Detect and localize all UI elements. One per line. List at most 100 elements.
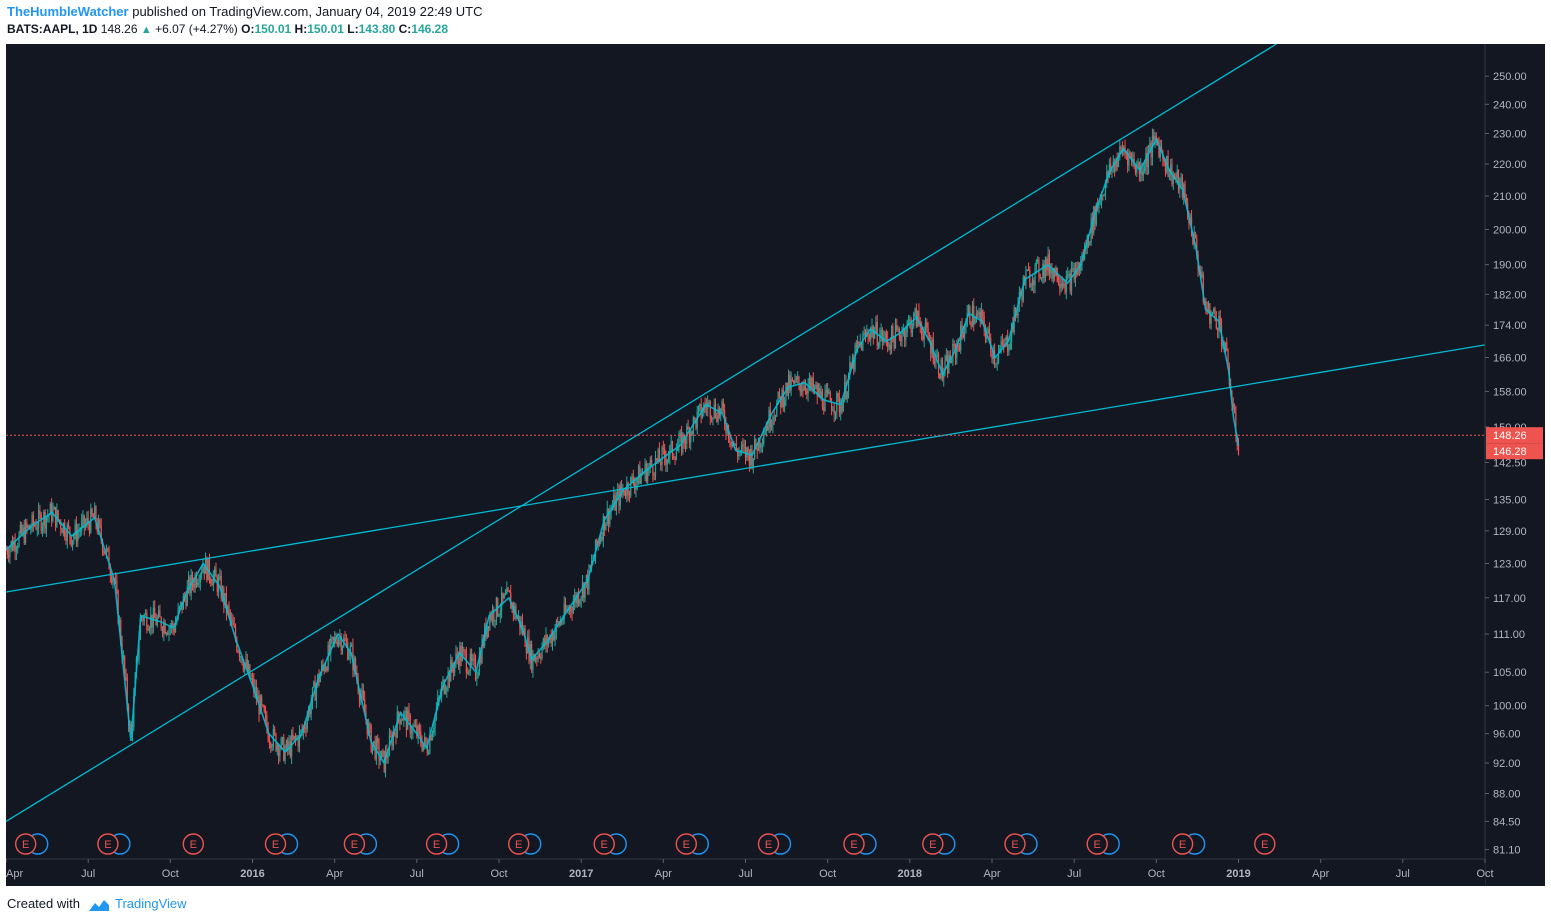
candle-body <box>141 616 143 618</box>
candle-body <box>738 451 740 456</box>
candle-body <box>1115 159 1117 171</box>
candle-body <box>506 588 508 595</box>
candle-body <box>232 619 234 626</box>
candle-body <box>261 696 263 705</box>
candle-body <box>391 735 393 747</box>
candle-body <box>237 650 239 653</box>
candle-body <box>930 340 932 354</box>
earnings-marker-label: E <box>515 839 522 851</box>
candle-body <box>791 379 794 381</box>
candle-body <box>193 583 195 588</box>
candle-body <box>499 610 501 616</box>
candle-body <box>773 417 775 419</box>
earnings-marker-label: E <box>1094 839 1101 851</box>
candle-body <box>1021 294 1023 301</box>
y-tick-label: 230.00 <box>1493 129 1527 141</box>
candle-body <box>887 338 889 347</box>
candle-body <box>203 566 205 574</box>
earnings-marker-label: E <box>850 839 857 851</box>
tradingview-link[interactable]: TradingView <box>115 896 187 911</box>
candle-body <box>1154 136 1156 140</box>
candle-body <box>532 654 534 671</box>
candle-body <box>1136 166 1138 173</box>
candle-body <box>369 723 371 726</box>
candle-body <box>448 671 451 682</box>
candle-body <box>640 473 642 484</box>
candle-body <box>443 679 445 694</box>
candle-body <box>1201 274 1203 277</box>
y-tick-label: 111.00 <box>1493 629 1525 641</box>
candle-body <box>764 432 766 436</box>
candle-body <box>1040 277 1043 279</box>
candle-body <box>263 705 265 713</box>
candle-body <box>430 735 432 740</box>
candle-body <box>111 575 113 583</box>
candle-body <box>374 741 376 760</box>
candle-body <box>584 582 586 598</box>
symbol-label[interactable]: BATS:AAPL, 1D <box>7 22 98 36</box>
candle-body <box>219 575 221 579</box>
candle-body <box>94 506 96 518</box>
candle-body <box>21 524 23 535</box>
candle-body <box>722 401 724 411</box>
candle-body <box>174 623 177 632</box>
candle-body <box>580 596 582 601</box>
price-change: +6.07 (+4.27%) <box>155 22 238 36</box>
candle-body <box>1069 273 1071 292</box>
footer-attribution: Created with TradingView <box>7 896 187 912</box>
candle-body <box>71 540 74 546</box>
candle-body <box>632 476 634 484</box>
candle-body <box>378 742 380 761</box>
candle-body <box>978 311 980 314</box>
price-axis-background <box>1485 44 1545 886</box>
candle-body <box>974 321 976 324</box>
candle-body <box>334 636 336 640</box>
candle-body <box>705 406 707 409</box>
candle-body <box>81 521 83 532</box>
candle-body <box>276 745 278 751</box>
price-chart[interactable]: E E E E E E E E E E E E E E E E 250.00 240.00 230.00 220.0… <box>5 43 1545 886</box>
candle-body <box>1144 166 1146 172</box>
candle-body <box>1160 146 1163 151</box>
earnings-marker-label: E <box>601 839 608 851</box>
candle-body <box>847 375 850 392</box>
candle-body <box>999 348 1001 353</box>
candle-body <box>234 627 237 640</box>
time-axis[interactable]: Apr Jul Oct 2016 Apr Jul Oct 2017 Apr Jul Oct 2018 A… <box>5 859 1494 880</box>
candle-body <box>534 657 537 662</box>
candle-body <box>815 384 817 388</box>
earnings-marker-icon <box>182 833 205 855</box>
candle-body <box>1008 349 1010 352</box>
candle-body <box>701 412 704 418</box>
candle-body <box>833 410 835 414</box>
candle-body <box>73 535 75 541</box>
chart-frame[interactable]: E E E E E E E E E E E E E E E E 250.00 240.00 230.00 220.0… <box>5 43 1545 886</box>
candle-body <box>551 633 554 645</box>
candle-body <box>426 744 428 754</box>
candle-body <box>952 343 954 363</box>
candle-body <box>673 456 675 459</box>
candle-body <box>918 310 920 322</box>
candle-body <box>631 476 633 478</box>
candle-body <box>867 332 869 337</box>
author-name[interactable]: TheHumbleWatcher <box>7 4 129 19</box>
x-tick-label: Oct <box>1476 868 1493 880</box>
candle-body <box>1202 274 1204 302</box>
candle-body <box>171 622 173 628</box>
candle-body <box>810 377 812 388</box>
candle-body <box>817 388 820 397</box>
price-axis[interactable]: 250.00 240.00 230.00 220.00 210.00 200.00 190.… <box>1485 71 1527 857</box>
candle-body <box>735 443 737 451</box>
candle-body <box>1087 235 1090 245</box>
candle-body <box>892 326 894 338</box>
candle-body <box>1158 142 1160 157</box>
candle-body <box>555 620 557 632</box>
x-tick-label: 2018 <box>898 868 922 880</box>
candle-body <box>164 622 166 634</box>
candle-body <box>1027 269 1030 271</box>
candle-body <box>313 681 315 688</box>
candle-body <box>68 524 70 528</box>
candle-body <box>244 663 246 670</box>
candle-body <box>1026 269 1028 272</box>
candle-body <box>23 527 25 543</box>
